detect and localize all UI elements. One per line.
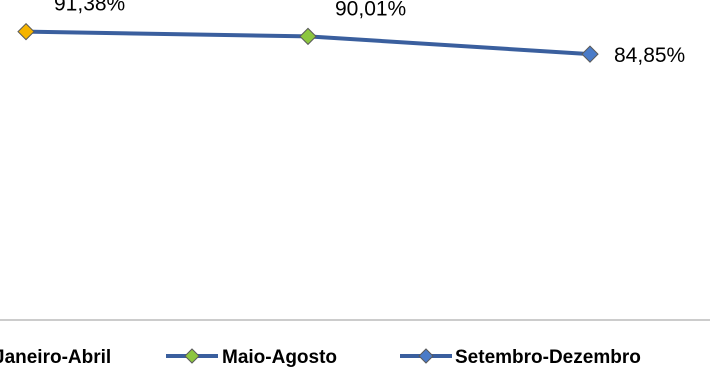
data-label: 90,01% [335, 0, 406, 20]
data-point-marker [17, 22, 35, 41]
data-label: 84,85% [614, 44, 685, 67]
legend-swatch-marker [184, 348, 200, 364]
legend-label: Janeiro-Abril [0, 347, 111, 368]
legend-label: Setembro-Dezembro [455, 347, 641, 368]
legend-swatch-marker [418, 348, 434, 364]
legend: Janeiro-Abril Maio-Agosto Setembro-Dezembr… [0, 347, 641, 368]
data-label: 91,38% [54, 0, 125, 16]
plot-area: 91,38% 90,01% 84,85% [17, 0, 685, 67]
legend-label: Maio-Agosto [222, 347, 337, 368]
data-point-marker [581, 45, 599, 63]
data-point-marker [299, 27, 317, 46]
